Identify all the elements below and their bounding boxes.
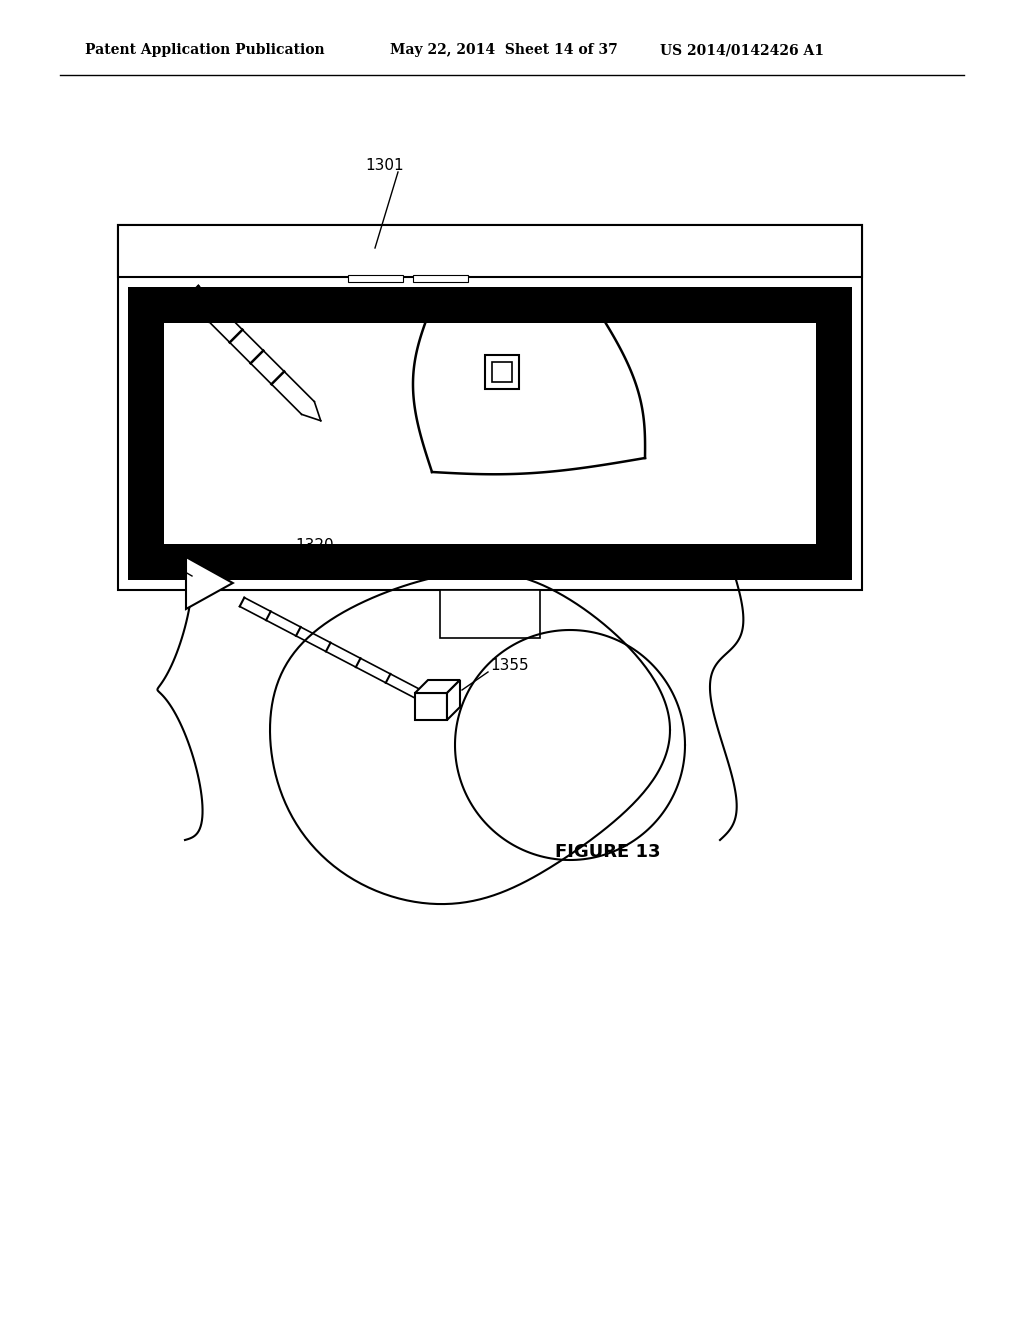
Text: 1320: 1320 — [295, 537, 334, 553]
Bar — [440, 590, 540, 638]
Bar — [348, 275, 403, 282]
Text: 1301: 1301 — [365, 157, 403, 173]
Polygon shape — [186, 557, 232, 609]
Text: May 22, 2014  Sheet 14 of 37: May 22, 2014 Sheet 14 of 37 — [390, 44, 617, 57]
Bar — [413, 275, 468, 282]
Text: US 2014/0142426 A1: US 2014/0142426 A1 — [660, 44, 824, 57]
Polygon shape — [447, 680, 460, 719]
Bar — [164, 323, 816, 544]
Text: 1355: 1355 — [490, 659, 528, 673]
Text: Patent Application Publication: Patent Application Publication — [85, 44, 325, 57]
Text: 1345: 1345 — [128, 554, 167, 569]
Bar — [485, 355, 519, 389]
Polygon shape — [415, 680, 460, 693]
Bar — [128, 286, 852, 579]
Bar — [118, 224, 862, 277]
Bar — [415, 693, 447, 719]
Text: FIGURE 13: FIGURE 13 — [555, 843, 660, 861]
Bar — [118, 224, 862, 590]
Bar — [492, 362, 512, 381]
